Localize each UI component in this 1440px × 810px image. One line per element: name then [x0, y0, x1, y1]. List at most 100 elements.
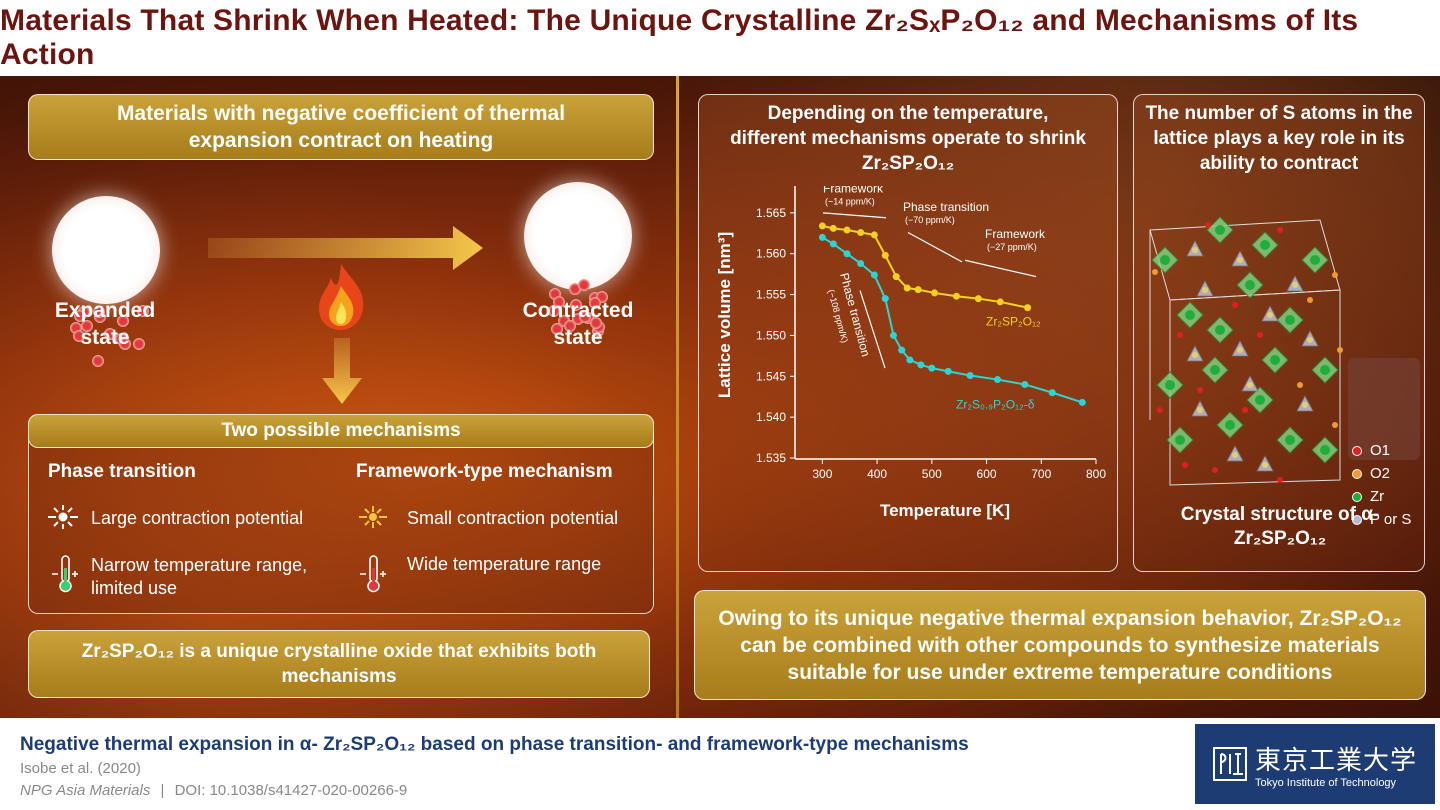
oxygen-atom: [1212, 467, 1218, 473]
data-point: [818, 222, 826, 230]
crystal-caption: Crystal structure of α-Zr₂SP₂O₁₂: [1180, 504, 1380, 549]
expand-burst-icon: [48, 505, 78, 529]
y-tick-label: 1.565: [756, 206, 786, 220]
y-tick-label: 1.535: [756, 451, 786, 465]
flame-icon: [319, 264, 364, 330]
oxygen-atom: [1332, 272, 1338, 278]
atom-dot: [569, 298, 582, 311]
ps-atom: [1262, 462, 1268, 468]
zr-atom: [1245, 280, 1255, 290]
x-tick-label: 500: [922, 467, 942, 481]
atom-dot: [73, 329, 86, 342]
data-point: [857, 260, 865, 268]
oxygen-atom: [1157, 407, 1163, 413]
annotation-framework-low-rate: (−14 ppm/K): [825, 196, 875, 206]
zr-atom: [1260, 240, 1270, 250]
zr-atom: [1160, 255, 1170, 265]
citation-line: NPG Asia Materials | DOI: 10.1038/s41427…: [20, 782, 407, 799]
ps-atom: [1197, 407, 1203, 413]
atom-dot: [92, 305, 105, 318]
zr-atom: [1270, 355, 1280, 365]
legend-o1: O1: [1352, 442, 1390, 459]
crystal-panel-title: The number of S atoms in the lattice pla…: [1145, 102, 1413, 174]
logo-english: Tokyo Institute of Technology: [1255, 776, 1397, 789]
x-tick-label: 600: [977, 467, 997, 481]
atom-dot: [104, 328, 116, 340]
data-point: [890, 331, 898, 339]
doi-link[interactable]: 10.1038/s41427-020-00266-9: [209, 782, 408, 799]
arrow-down-icon: [322, 338, 362, 404]
atom-dot: [136, 305, 149, 318]
atom-dot: [133, 337, 146, 350]
y-axis-label: Lattice volume [nm³]: [715, 232, 734, 398]
data-point: [903, 284, 911, 292]
ps-atom: [1292, 282, 1298, 288]
oxygen-atom: [1242, 407, 1248, 413]
data-point: [993, 376, 1001, 384]
y-tick-label: 1.545: [756, 369, 786, 383]
ps-atom: [1237, 257, 1243, 263]
data-point: [843, 226, 851, 234]
annotation-phase-transition: Phase transition: [903, 200, 989, 214]
annotation-framework-high: Framework: [985, 227, 1046, 241]
university-logo: 東京工業大学 Tokyo Institute of Technology: [1195, 724, 1435, 804]
oxygen-atom: [1232, 302, 1238, 308]
zr-atom: [1225, 420, 1235, 430]
expanded-circle: [52, 196, 160, 304]
data-point: [1078, 398, 1086, 406]
legend-label: Zr: [1370, 488, 1385, 505]
series-label-zr2s09: Zr₂S₀.₉P₂O₁₂-δ: [956, 397, 1035, 411]
oxygen-atom: [1307, 297, 1313, 303]
data-point: [966, 371, 974, 379]
legend-label: O1: [1370, 442, 1391, 459]
y-tick-label: 1.540: [756, 410, 786, 424]
atom-dot: [579, 311, 592, 324]
ps-atom: [1302, 402, 1308, 408]
legend-swatch: [1352, 468, 1362, 479]
unit-cell-edge: [1169, 289, 1341, 486]
oxygen-atom: [1205, 222, 1211, 228]
atom-dot: [553, 296, 566, 309]
legend-p-or-s: P or S: [1352, 511, 1411, 528]
chart-panel-title: Depending on the temperature, different …: [730, 102, 1086, 174]
data-point: [843, 250, 851, 258]
journal-name: NPG Asia Materials: [20, 782, 151, 799]
annotation-arrow: [964, 259, 1037, 278]
citation-separator: |: [160, 782, 165, 799]
legend-swatch: [1352, 491, 1362, 502]
zr-atom: [1185, 310, 1195, 320]
annotation-framework-low: Framework: [823, 186, 884, 195]
ps-atom: [1202, 287, 1208, 293]
phase-item2-text: Narrow temperature range, limited use: [91, 555, 308, 598]
contracted-circle: [524, 182, 632, 290]
main-infographic: Materials with negative coefficient of t…: [0, 76, 1440, 718]
ps-atom: [1247, 382, 1253, 388]
oxygen-atom: [1182, 462, 1188, 468]
left-summary-box: Zr₂SP₂O₁₂ is a unique crystalline oxide …: [28, 630, 650, 698]
phase-transition-heading: Phase transition: [48, 461, 196, 482]
annotation-arrow: [907, 231, 963, 263]
ps-atom: [1192, 247, 1198, 253]
annotation-arrow: [859, 290, 886, 369]
left-header-text: Materials with negative coefficient of t…: [116, 102, 566, 152]
atom-dot: [589, 317, 602, 330]
contract-burst-icon: [359, 506, 387, 528]
oxygen-atom: [1177, 332, 1183, 338]
legend-swatch: [1352, 514, 1362, 525]
zr-atom: [1320, 445, 1330, 455]
data-point: [881, 251, 889, 259]
legend-o2: O2: [1352, 465, 1390, 482]
data-point: [974, 295, 982, 303]
atom-dot: [92, 354, 105, 367]
data-point: [818, 233, 826, 241]
legend-label: P or S: [1370, 511, 1412, 528]
logo-kanji: 東京工業大学: [1255, 745, 1418, 776]
ps-atom: [1192, 352, 1198, 358]
divider: [676, 76, 679, 718]
zr-atom: [1210, 365, 1220, 375]
paper-title: Negative thermal expansion in α- Zr₂SP₂O…: [20, 734, 969, 755]
data-point: [931, 289, 939, 297]
y-tick-label: 1.550: [756, 328, 786, 342]
contracted-label: Contracted state: [522, 299, 634, 349]
x-tick-label: 400: [867, 467, 887, 481]
